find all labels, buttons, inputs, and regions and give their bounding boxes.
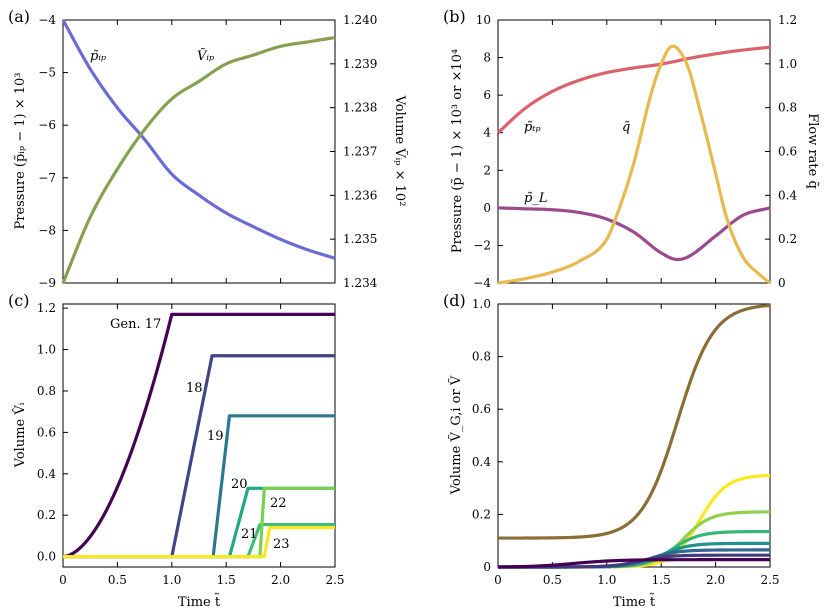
panel-d-label: (d) — [443, 291, 466, 310]
tick-layer: 0 0.5 1.0 1.5 2.0 2.5 0 0.5 1.0 1.5 2.0 2.5 −4 −5 −6 −7… — [37, 13, 798, 587]
x-tick-label: 0.5 — [108, 573, 127, 587]
panel-c-frame — [62, 303, 336, 568]
y-tick-label: −6 — [38, 118, 56, 132]
series-c-gen-4 — [63, 522, 335, 559]
y-tick-label: 0 — [483, 560, 491, 574]
y-tick-label: 1.0 — [37, 343, 56, 357]
generation-label: Gen. 17 — [110, 317, 161, 332]
x-tick-label: 2.0 — [271, 573, 290, 587]
y-tick-label-right: 1.2 — [778, 13, 797, 27]
generation-label: 20 — [231, 477, 248, 492]
y-tick-label: 2 — [483, 163, 491, 177]
series-c-gen-5 — [63, 486, 335, 559]
series-b-1 — [497, 206, 771, 262]
y-tick-label: 0.0 — [37, 550, 56, 564]
y-tick-label: 6 — [483, 88, 491, 102]
annotation-p-ip: p̃ᵢₚ — [90, 49, 106, 64]
series-a-1 — [61, 35, 336, 284]
generation-label: 18 — [186, 381, 203, 396]
y-tick-label: 0.8 — [472, 350, 491, 364]
annotation-q: q̃ — [622, 120, 630, 135]
y-tick-label: 0.4 — [472, 455, 491, 469]
y-tick-label: 0.8 — [37, 384, 56, 398]
y-tick-label: 4 — [483, 126, 491, 140]
generation-label: 19 — [207, 429, 224, 444]
series-c-gen-0 — [62, 312, 335, 559]
y-tick-label-right: 0 — [778, 276, 786, 290]
series-d-7 — [497, 558, 770, 569]
series-layer — [61, 19, 771, 569]
y-tick-label: 0 — [483, 201, 491, 215]
y-tick-label: 0.6 — [37, 425, 56, 439]
y-tick-label: −9 — [38, 276, 56, 290]
series-d-0 — [498, 303, 771, 540]
panel-a-label: (a) — [8, 7, 30, 26]
y-tick-label: −4 — [38, 13, 56, 27]
y-tick-label: 0.2 — [37, 508, 56, 522]
y-tick-label-right: 1.237 — [343, 145, 377, 159]
series-d-1 — [498, 473, 771, 569]
series-c-gen-2 — [63, 414, 335, 559]
annotation-v-ip: Ṽᵢₚ — [197, 48, 214, 64]
panel-c-xlabel: Time t̃ — [178, 593, 221, 610]
y-tick-label-right: 0.2 — [778, 232, 797, 246]
series-c-gen-6 — [63, 526, 335, 559]
x-tick-label: 2.5 — [325, 573, 344, 587]
panel-c-ylabel: Volume V̂ᵢ — [12, 402, 28, 468]
series-a-0 — [61, 19, 336, 260]
y-tick-label: −8 — [38, 223, 56, 237]
y-tick-label-right: 0.6 — [778, 145, 797, 159]
panel-b-ylabel-left: Pressure (p̃ − 1) × 10³ or ×10⁴ — [450, 49, 465, 253]
panel-b-frame — [497, 19, 771, 284]
y-tick-label-right: 0.4 — [778, 188, 797, 202]
y-tick-label: −2 — [473, 238, 491, 252]
x-tick-label: 1.0 — [162, 573, 181, 587]
x-tick-label: 0.5 — [543, 573, 562, 587]
y-tick-label: 0.6 — [472, 402, 491, 416]
y-tick-label-right: 1.236 — [343, 188, 377, 202]
y-tick-label-right: 1.240 — [343, 13, 377, 27]
x-tick-label: 1.0 — [597, 573, 616, 587]
panel-b-ylabel-right: Flow rate q̃ — [805, 113, 820, 189]
y-tick-label-right: 1.235 — [343, 232, 377, 246]
series-c-gen-3 — [63, 486, 335, 559]
y-tick-label: 1.0 — [472, 297, 491, 311]
series-b-2 — [497, 44, 771, 285]
panel-b-label: (b) — [443, 7, 466, 26]
series-b-0 — [496, 45, 771, 134]
y-tick-label-right: 1.234 — [343, 276, 378, 290]
y-tick-label: 1.2 — [37, 301, 56, 315]
y-tick-label: −4 — [473, 276, 491, 290]
y-tick-label: 0.2 — [472, 507, 491, 521]
panel-d-ylabel: Volume Ṽ_G,i or Ṽ — [448, 375, 464, 495]
panel-a-ylabel-right: Volume Ṽᵢₚ × 10² — [392, 95, 408, 207]
x-tick-label: 1.5 — [652, 573, 671, 587]
x-tick-label: 1.5 — [217, 573, 236, 587]
generation-label: 22 — [270, 496, 287, 511]
y-tick-label: 8 — [483, 51, 491, 65]
y-tick-label-right: 0.8 — [778, 101, 797, 115]
x-tick-label: 2.5 — [760, 573, 779, 587]
annotation-p-tp: p̃ₜₚ — [524, 120, 541, 135]
y-tick-label: −7 — [38, 171, 56, 185]
y-tick-label: 10 — [476, 13, 491, 27]
x-tick-label: 0 — [494, 573, 502, 587]
y-tick-label: 0.4 — [37, 467, 56, 481]
y-tick-label: −5 — [38, 66, 56, 80]
annotation-p-l: p̃_L — [524, 191, 547, 206]
panel-d-xlabel: Time t̃ — [613, 593, 656, 610]
panel-d-frame — [497, 303, 771, 568]
panel-c-label: (c) — [8, 291, 29, 310]
y-tick-label-right: 1.0 — [778, 57, 797, 71]
panel-a-ylabel-left: Pressure (p̃ᵢₚ − 1) × 10³ — [13, 72, 28, 229]
x-tick-label: 2.0 — [706, 573, 725, 587]
y-tick-label-right: 1.239 — [343, 57, 377, 71]
generation-label: 21 — [241, 527, 258, 542]
y-tick-label-right: 1.238 — [343, 101, 377, 115]
x-tick-label: 0 — [59, 573, 67, 587]
generation-label: 23 — [273, 537, 290, 552]
